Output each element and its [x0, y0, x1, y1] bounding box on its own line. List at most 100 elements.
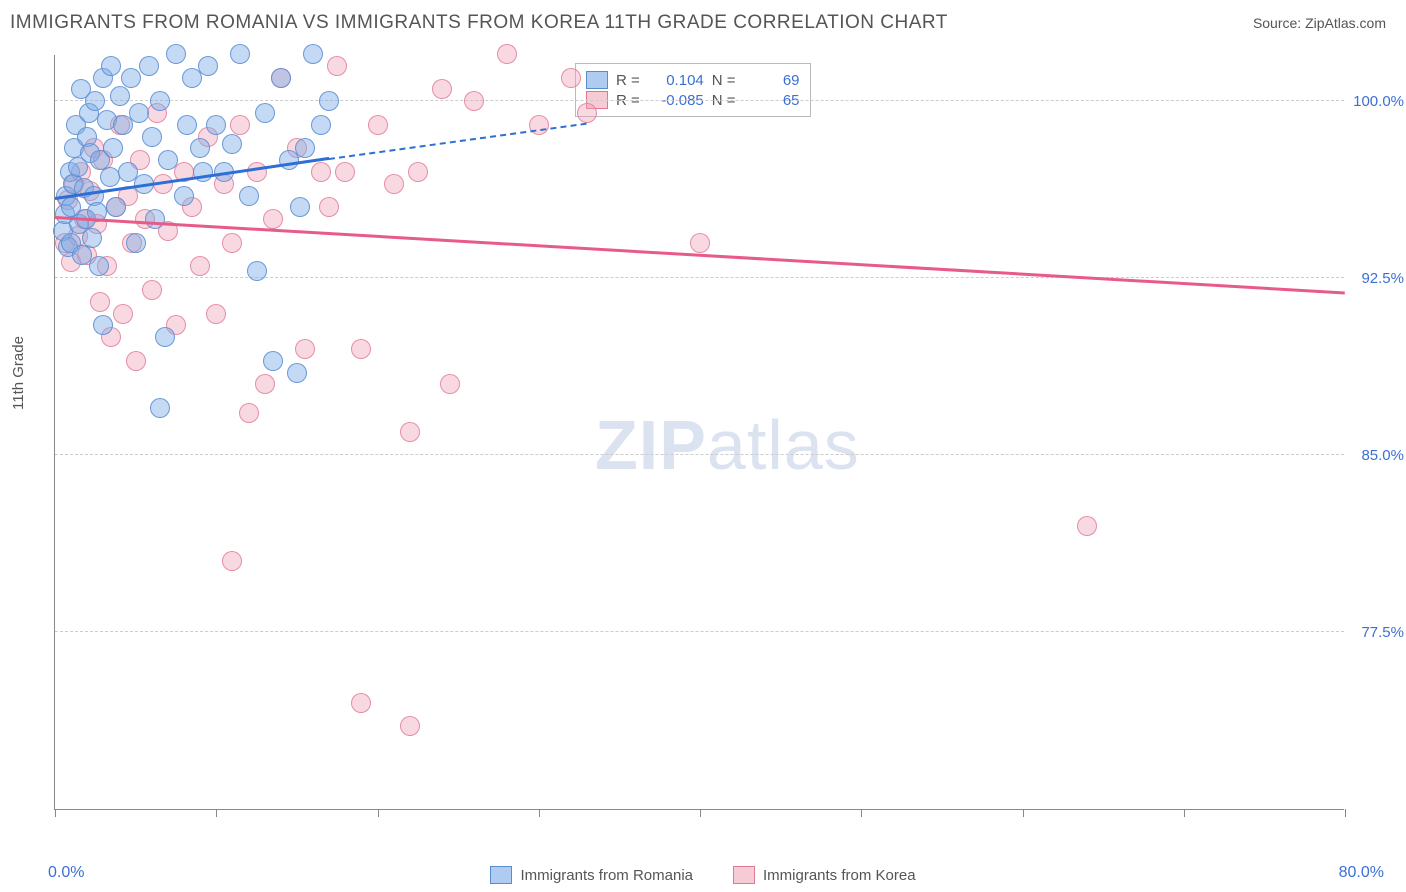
data-point	[239, 186, 259, 206]
data-point	[166, 44, 186, 64]
data-point	[230, 44, 250, 64]
data-point	[206, 304, 226, 324]
data-point	[239, 403, 259, 423]
data-point	[174, 186, 194, 206]
n-label-a: N =	[712, 72, 736, 89]
data-point	[177, 115, 197, 135]
series-a-name: Immigrants from Romania	[520, 867, 693, 884]
gridline	[55, 631, 1344, 632]
stats-legend: R = 0.104 N = 69 R = -0.085 N = 65	[575, 63, 811, 117]
data-point	[335, 162, 355, 182]
data-point	[400, 716, 420, 736]
data-point	[150, 398, 170, 418]
data-point	[142, 127, 162, 147]
data-point	[129, 103, 149, 123]
y-axis-label: 11th Grade	[10, 336, 27, 410]
x-tick	[1023, 809, 1024, 817]
legend-item-a: Immigrants from Romania	[490, 866, 693, 884]
x-tick	[861, 809, 862, 817]
data-point	[303, 44, 323, 64]
data-point	[561, 68, 581, 88]
data-point	[139, 56, 159, 76]
data-point	[106, 197, 126, 217]
n-value-a: 69	[744, 72, 800, 89]
data-point	[247, 261, 267, 281]
x-tick	[216, 809, 217, 817]
data-point	[432, 79, 452, 99]
data-point	[190, 256, 210, 276]
data-point	[351, 339, 371, 359]
data-point	[247, 162, 267, 182]
x-tick	[700, 809, 701, 817]
gridline	[55, 454, 1344, 455]
data-point	[126, 233, 146, 253]
data-point	[263, 209, 283, 229]
data-point	[222, 233, 242, 253]
data-point	[230, 115, 250, 135]
data-point	[295, 339, 315, 359]
data-point	[368, 115, 388, 135]
data-point	[464, 91, 484, 111]
swatch-a-bottom	[490, 866, 512, 884]
data-point	[440, 374, 460, 394]
data-point	[690, 233, 710, 253]
data-point	[287, 363, 307, 383]
data-point	[93, 315, 113, 335]
data-point	[85, 91, 105, 111]
swatch-b-bottom	[733, 866, 755, 884]
data-point	[263, 351, 283, 371]
data-point	[295, 138, 315, 158]
data-point	[311, 115, 331, 135]
data-point	[319, 91, 339, 111]
data-point	[222, 551, 242, 571]
data-point	[311, 162, 331, 182]
source-label: Source: ZipAtlas.com	[1253, 15, 1386, 31]
data-point	[206, 115, 226, 135]
data-point	[497, 44, 517, 64]
data-point	[400, 422, 420, 442]
data-point	[408, 162, 428, 182]
x-tick	[1345, 809, 1346, 817]
y-tick-label: 92.5%	[1349, 270, 1404, 287]
data-point	[271, 68, 291, 88]
x-tick	[55, 809, 56, 817]
legend-item-b: Immigrants from Korea	[733, 866, 916, 884]
watermark-zip: ZIP	[595, 406, 707, 484]
series-b-name: Immigrants from Korea	[763, 867, 916, 884]
series-legend: Immigrants from Romania Immigrants from …	[0, 866, 1406, 884]
regression-b	[55, 216, 1345, 294]
x-tick	[378, 809, 379, 817]
data-point	[82, 228, 102, 248]
data-point	[255, 374, 275, 394]
data-point	[121, 68, 141, 88]
data-point	[110, 86, 130, 106]
data-point	[319, 197, 339, 217]
data-point	[190, 138, 210, 158]
data-point	[145, 209, 165, 229]
data-point	[89, 256, 109, 276]
y-tick-label: 100.0%	[1349, 93, 1404, 110]
data-point	[101, 56, 121, 76]
gridline	[55, 100, 1344, 101]
data-point	[351, 693, 371, 713]
data-point	[155, 327, 175, 347]
watermark: ZIPatlas	[595, 405, 860, 485]
data-point	[142, 280, 162, 300]
data-point	[1077, 516, 1097, 536]
plot-area: ZIPatlas R = 0.104 N = 69 R = -0.085 N =…	[54, 55, 1344, 810]
r-value-a: 0.104	[648, 72, 704, 89]
data-point	[158, 150, 178, 170]
swatch-a	[586, 71, 608, 89]
data-point	[90, 292, 110, 312]
data-point	[150, 91, 170, 111]
x-tick	[1184, 809, 1185, 817]
data-point	[327, 56, 347, 76]
y-tick-label: 77.5%	[1349, 624, 1404, 641]
data-point	[384, 174, 404, 194]
data-point	[198, 56, 218, 76]
data-point	[103, 138, 123, 158]
data-point	[290, 197, 310, 217]
x-tick	[539, 809, 540, 817]
chart-title: IMMIGRANTS FROM ROMANIA VS IMMIGRANTS FR…	[10, 12, 948, 34]
stats-row-a: R = 0.104 N = 69	[586, 71, 800, 89]
